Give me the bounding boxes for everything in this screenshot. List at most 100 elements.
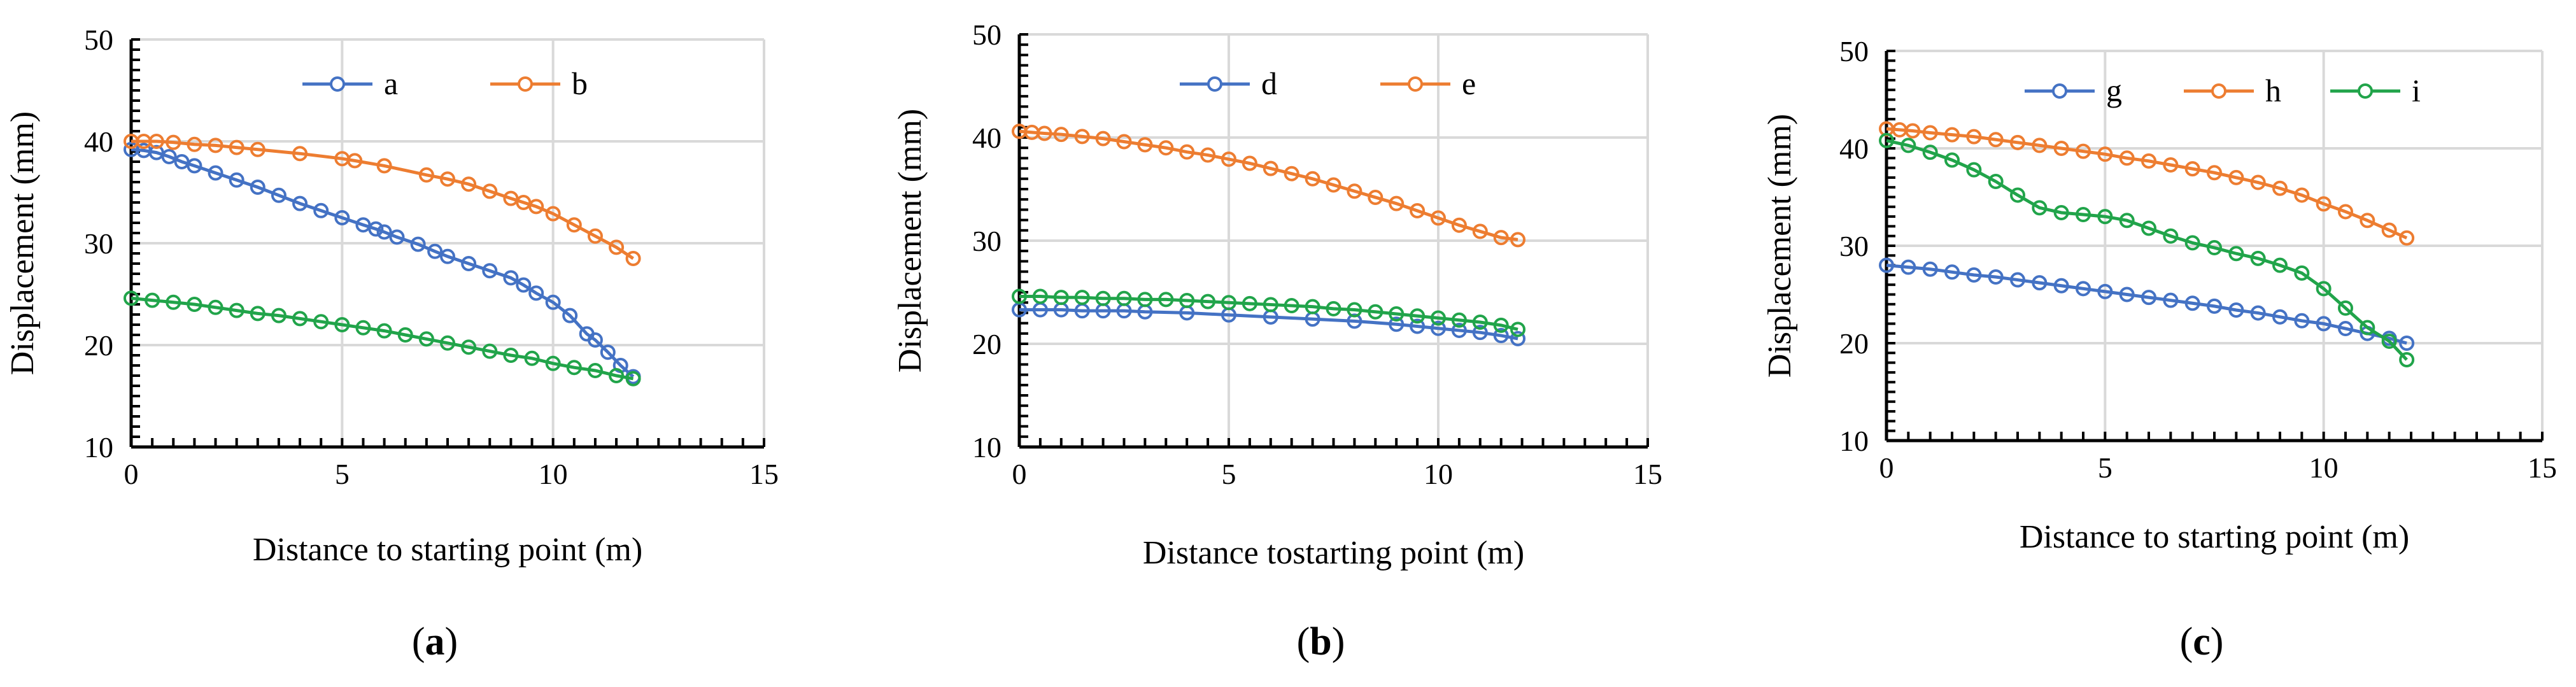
data-point (2076, 143, 2091, 159)
series-line (1886, 127, 2408, 240)
data-point (376, 224, 392, 240)
data-point (250, 180, 265, 195)
data-point (1966, 267, 1982, 283)
data-point (2119, 150, 2135, 166)
data-point (2294, 265, 2310, 281)
x-tick-label: 5 (2098, 451, 2112, 484)
data-point (2207, 165, 2222, 181)
data-point (2272, 309, 2288, 325)
data-point (1074, 290, 1090, 306)
data-point (1900, 138, 1916, 153)
series-line (1886, 139, 2408, 361)
x-tick-label: 0 (1012, 458, 1027, 490)
data-point (2053, 141, 2069, 156)
data-point (292, 311, 308, 327)
data-point (1966, 162, 1982, 178)
x-tick-label: 15 (2528, 451, 2557, 484)
data-point (625, 371, 641, 386)
data-point (2294, 187, 2310, 203)
legend-label: d (1261, 66, 1277, 101)
data-point (1451, 312, 1467, 328)
data-point (1410, 308, 1426, 324)
x-tick-label: 5 (335, 458, 350, 490)
data-point (528, 285, 544, 301)
data-point (1137, 292, 1153, 308)
data-point (1137, 137, 1153, 153)
data-point (1053, 290, 1069, 306)
data-point (124, 290, 139, 306)
data-point (250, 306, 265, 322)
y-tick-label: 30 (84, 227, 113, 260)
data-point (1095, 131, 1111, 146)
data-point (2010, 272, 2025, 288)
data-point (2399, 230, 2415, 246)
data-point (2381, 222, 2397, 238)
data-point (1944, 264, 1960, 280)
y-tick-label: 30 (1839, 230, 1869, 262)
data-point (528, 199, 544, 215)
legend-label: g (2106, 73, 2122, 108)
data-point (1988, 174, 2004, 190)
legend-item-g: g (2025, 73, 2122, 108)
data-point (1510, 322, 1526, 337)
data-point (2360, 320, 2375, 336)
y-axis-label: Displacement (mm) (892, 109, 928, 372)
x-tick-label: 0 (1879, 451, 1894, 484)
series-line (131, 139, 634, 260)
legend-label: h (2265, 73, 2281, 108)
data-point (2338, 204, 2353, 220)
data-point (1012, 288, 1027, 304)
chart-c: 0 5 10 15 10 20 30 40 50 Distance to starting poi… (1762, 35, 2557, 663)
y-tick-label: 40 (84, 125, 113, 158)
data-point (1431, 310, 1446, 326)
data-point (292, 195, 308, 211)
series-line (1019, 308, 1518, 341)
data-point (2272, 257, 2288, 273)
y-tick-label: 20 (1839, 327, 1869, 360)
data-point (334, 317, 350, 332)
y-tick-label: 20 (84, 329, 113, 362)
data-point (1879, 257, 1894, 273)
data-point (1221, 152, 1236, 167)
data-point (1389, 306, 1405, 322)
data-point (1347, 313, 1362, 329)
data-point (2228, 169, 2244, 185)
data-point (2399, 336, 2415, 351)
data-point (2141, 220, 2156, 236)
data-point (208, 299, 223, 315)
series-b (124, 134, 641, 266)
data-point (2076, 207, 2091, 223)
data-point (2184, 161, 2200, 177)
data-point (148, 134, 164, 149)
data-point (2316, 281, 2332, 297)
data-point (609, 239, 625, 255)
data-point (376, 158, 392, 174)
y-tick-label: 50 (1839, 35, 1869, 67)
data-point (2272, 180, 2288, 196)
data-point (2338, 321, 2353, 337)
data-point (2119, 287, 2135, 302)
data-point (1410, 318, 1426, 334)
data-point (1922, 125, 1938, 141)
series-line (131, 148, 635, 378)
legend-label: i (2412, 73, 2421, 108)
legend-marker (1408, 76, 1423, 92)
data-point (355, 320, 371, 336)
data-point (516, 277, 532, 293)
data-point (389, 229, 405, 245)
legend-label: b (572, 66, 588, 101)
series-e (1012, 124, 1526, 248)
data-point (587, 332, 603, 348)
data-point (1510, 330, 1526, 346)
series-i (1879, 132, 2415, 368)
data-point (566, 360, 582, 376)
data-point (1074, 129, 1090, 145)
data-point (2163, 292, 2179, 308)
data-point (313, 202, 329, 218)
data-point (1242, 155, 1257, 171)
legend-item-h: h (2184, 73, 2281, 108)
data-point (1326, 301, 1341, 316)
data-point (2207, 298, 2222, 314)
data-point (2228, 302, 2244, 318)
